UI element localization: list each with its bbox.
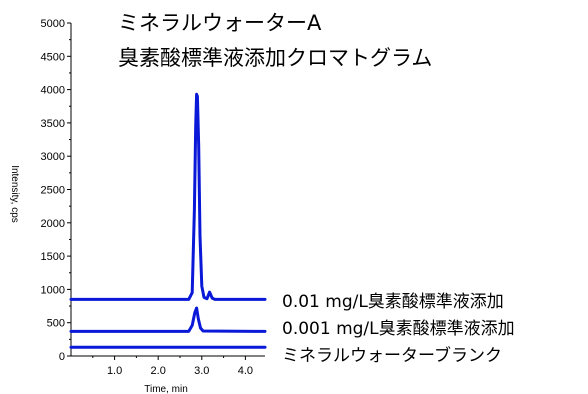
x-axis-title: Time, min [144, 384, 188, 394]
y-tick-label: 1500 [41, 251, 65, 263]
series-line-0 [69, 92, 267, 301]
y-tick-label: 3500 [41, 118, 65, 130]
x-tick-label: 3.0 [194, 365, 209, 377]
series-label-1: 0.001 mg/L臭素酸標準液添加 [282, 319, 515, 339]
y-tick-label: 1000 [41, 284, 65, 296]
y-tick-label: 3000 [41, 151, 65, 163]
plot-area: 0 500 1000 1500 2000 2500 3000 3500 4000 4500 5000… [41, 18, 267, 377]
y-tick-label: 5000 [41, 18, 65, 30]
y-tick-label: 500 [47, 318, 65, 330]
x-tick-label: 2.0 [151, 365, 166, 377]
series-label-2: ミネラルウォーターブランク [282, 345, 502, 366]
y-axis-title: Intensity, cps [9, 165, 20, 223]
series-line-1 [69, 306, 267, 333]
y-tick-label: 4000 [41, 85, 65, 97]
y-tick-label: 2500 [41, 185, 65, 197]
y-tick-label: 0 [59, 351, 65, 363]
x-tick-label: 1.0 [107, 365, 122, 377]
y-tick-label: 2000 [41, 218, 65, 230]
chart-title-line-2: 臭素酸標準液添加クロマトグラム [118, 46, 432, 70]
chart-title-line-1: ミネラルウォーターA [118, 11, 322, 35]
x-tick-label: 4.0 [238, 365, 253, 377]
series-label-0: 0.01 mg/L臭素酸標準液添加 [282, 292, 504, 312]
y-tick-label: 4500 [41, 51, 65, 63]
